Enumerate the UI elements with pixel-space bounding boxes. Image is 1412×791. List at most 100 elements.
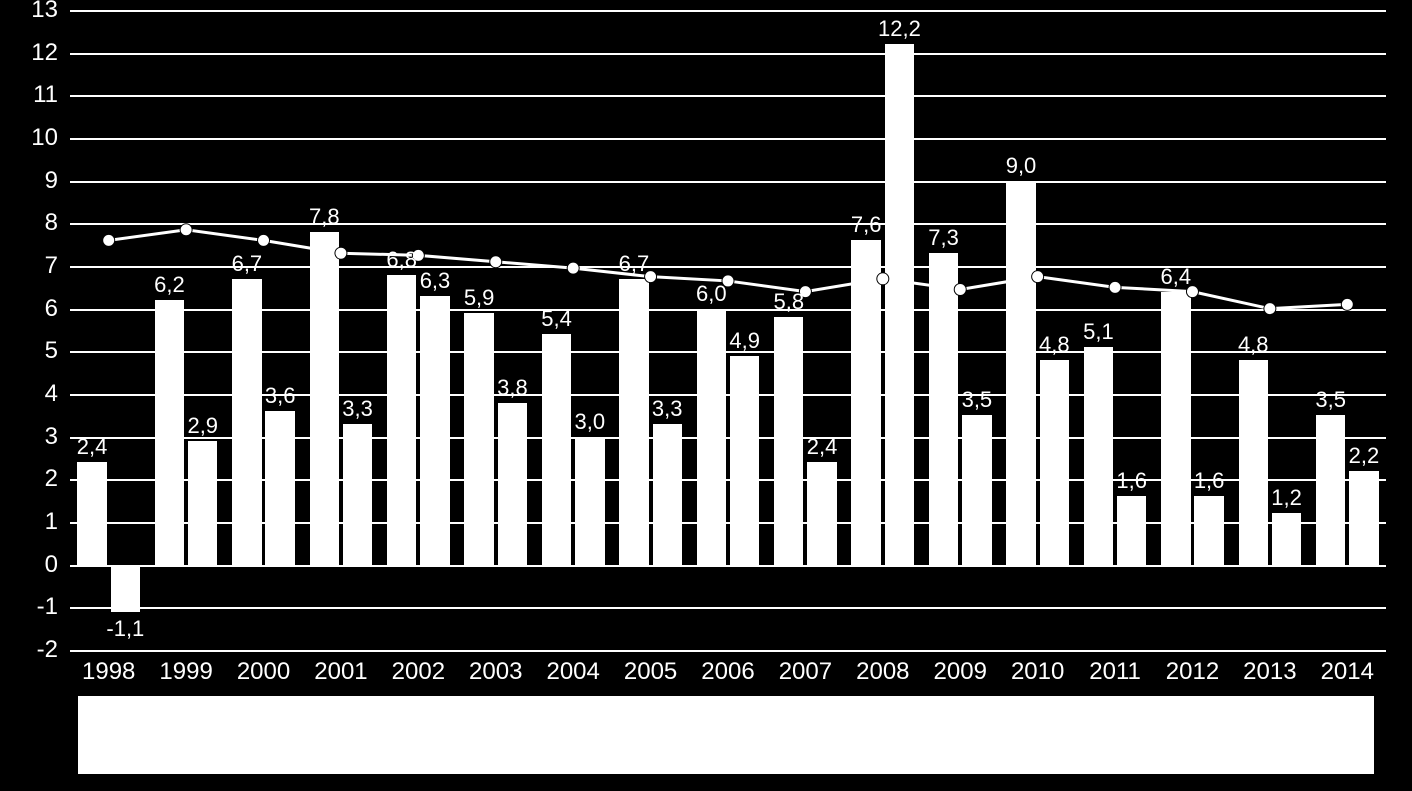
- bar-value-label: 3,3: [652, 396, 683, 422]
- bar-value-label: 2,4: [807, 434, 838, 460]
- x-tick-label: 2003: [469, 658, 522, 686]
- x-tick-label: 2002: [392, 658, 445, 686]
- bar: [1040, 360, 1069, 565]
- bar: [962, 415, 991, 564]
- bar: [1194, 496, 1223, 564]
- bar: [653, 424, 682, 565]
- bar-value-label: 6,8: [386, 247, 417, 273]
- bar: [885, 44, 914, 565]
- bar: [232, 279, 261, 565]
- gridline: [70, 10, 1386, 12]
- bar-value-label: 3,0: [575, 409, 606, 435]
- bar: [851, 240, 880, 564]
- x-tick-label: 2008: [856, 658, 909, 686]
- x-tick-label: 2010: [1011, 658, 1064, 686]
- bar: [1316, 415, 1345, 564]
- y-tick-label: 13: [0, 0, 58, 24]
- bar: [1272, 513, 1301, 564]
- gridline: [70, 181, 1386, 183]
- chart-root: -2-1012345678910111213 2,4-1,16,22,96,73…: [0, 0, 1412, 791]
- bar-value-label: 1,6: [1194, 468, 1225, 494]
- bar: [265, 411, 294, 565]
- bar: [1084, 347, 1113, 565]
- bar: [343, 424, 372, 565]
- bar: [1006, 181, 1035, 565]
- x-tick-label: 2001: [314, 658, 367, 686]
- gridline: [70, 607, 1386, 609]
- gridline: [70, 95, 1386, 97]
- bar-value-label: 9,0: [1006, 153, 1037, 179]
- x-tick-label: 2012: [1166, 658, 1219, 686]
- bar: [575, 437, 604, 565]
- bar: [1161, 292, 1190, 565]
- y-tick-label: 4: [0, 380, 58, 408]
- bar-value-label: 3,8: [497, 375, 528, 401]
- bar-value-label: 6,0: [696, 281, 727, 307]
- y-tick-label: 2: [0, 465, 58, 493]
- bar-value-label: 5,9: [464, 285, 495, 311]
- gridline: [70, 138, 1386, 140]
- bar: [498, 403, 527, 565]
- bar-value-label: 2,2: [1349, 443, 1380, 469]
- bar-value-label: 6,3: [420, 268, 451, 294]
- x-tick-label: 2007: [779, 658, 832, 686]
- y-tick-label: 3: [0, 423, 58, 451]
- y-tick-label: 9: [0, 167, 58, 195]
- x-tick-label: 2011: [1089, 658, 1141, 686]
- bar-value-label: 4,8: [1039, 332, 1070, 358]
- bar-value-label: 6,2: [154, 272, 185, 298]
- x-tick-label: 2006: [701, 658, 754, 686]
- bar-value-label: 4,9: [729, 328, 760, 354]
- bar-value-label: 3,5: [962, 387, 993, 413]
- bar: [929, 253, 958, 564]
- x-tick-label: 2014: [1321, 658, 1374, 686]
- bar: [387, 275, 416, 565]
- bar: [730, 356, 759, 565]
- bar-value-label: 3,5: [1315, 387, 1346, 413]
- y-tick-label: 12: [0, 39, 58, 67]
- bar: [77, 462, 106, 564]
- bar: [774, 317, 803, 564]
- bar: [155, 300, 184, 565]
- bar: [188, 441, 217, 565]
- bar: [542, 334, 571, 564]
- bar-value-label: 5,4: [541, 306, 572, 332]
- bar-value-label: 7,3: [928, 225, 959, 251]
- y-tick-label: -1: [0, 593, 58, 621]
- bar-value-label: 5,1: [1083, 319, 1114, 345]
- x-tick-label: 2004: [546, 658, 599, 686]
- y-tick-label: 8: [0, 209, 58, 237]
- x-tick-label: 2005: [624, 658, 677, 686]
- bar-value-label: 3,3: [342, 396, 373, 422]
- bar: [111, 565, 140, 612]
- bar-value-label: 2,4: [77, 434, 108, 460]
- y-tick-label: 5: [0, 337, 58, 365]
- y-tick-label: 10: [0, 124, 58, 152]
- bar-value-label: 7,8: [309, 204, 340, 230]
- bar-value-label: 5,8: [773, 289, 804, 315]
- bar-value-label: 1,6: [1116, 468, 1147, 494]
- bar-value-label: 7,6: [851, 212, 882, 238]
- bar-value-label: 6,7: [619, 251, 650, 277]
- bar: [464, 313, 493, 565]
- bar-value-label: 6,4: [1161, 264, 1192, 290]
- x-tick-label: 1999: [159, 658, 212, 686]
- bar: [1117, 496, 1146, 564]
- bar-value-label: 6,7: [232, 251, 263, 277]
- x-tick-label: 2009: [934, 658, 987, 686]
- bar: [420, 296, 449, 565]
- y-tick-label: 11: [0, 81, 58, 109]
- y-tick-label: 0: [0, 551, 58, 579]
- x-tick-label: 2000: [237, 658, 290, 686]
- gridline: [70, 650, 1386, 652]
- bar-value-label: 4,8: [1238, 332, 1269, 358]
- legend: [78, 696, 1374, 774]
- bar-value-label: 2,9: [187, 413, 218, 439]
- y-tick-label: 6: [0, 295, 58, 323]
- bar-value-label: 1,2: [1271, 485, 1302, 511]
- bar-value-label: 3,6: [265, 383, 296, 409]
- bar: [697, 309, 726, 565]
- bar-value-label: 12,2: [878, 16, 921, 42]
- bar: [1349, 471, 1378, 565]
- bar: [1239, 360, 1268, 565]
